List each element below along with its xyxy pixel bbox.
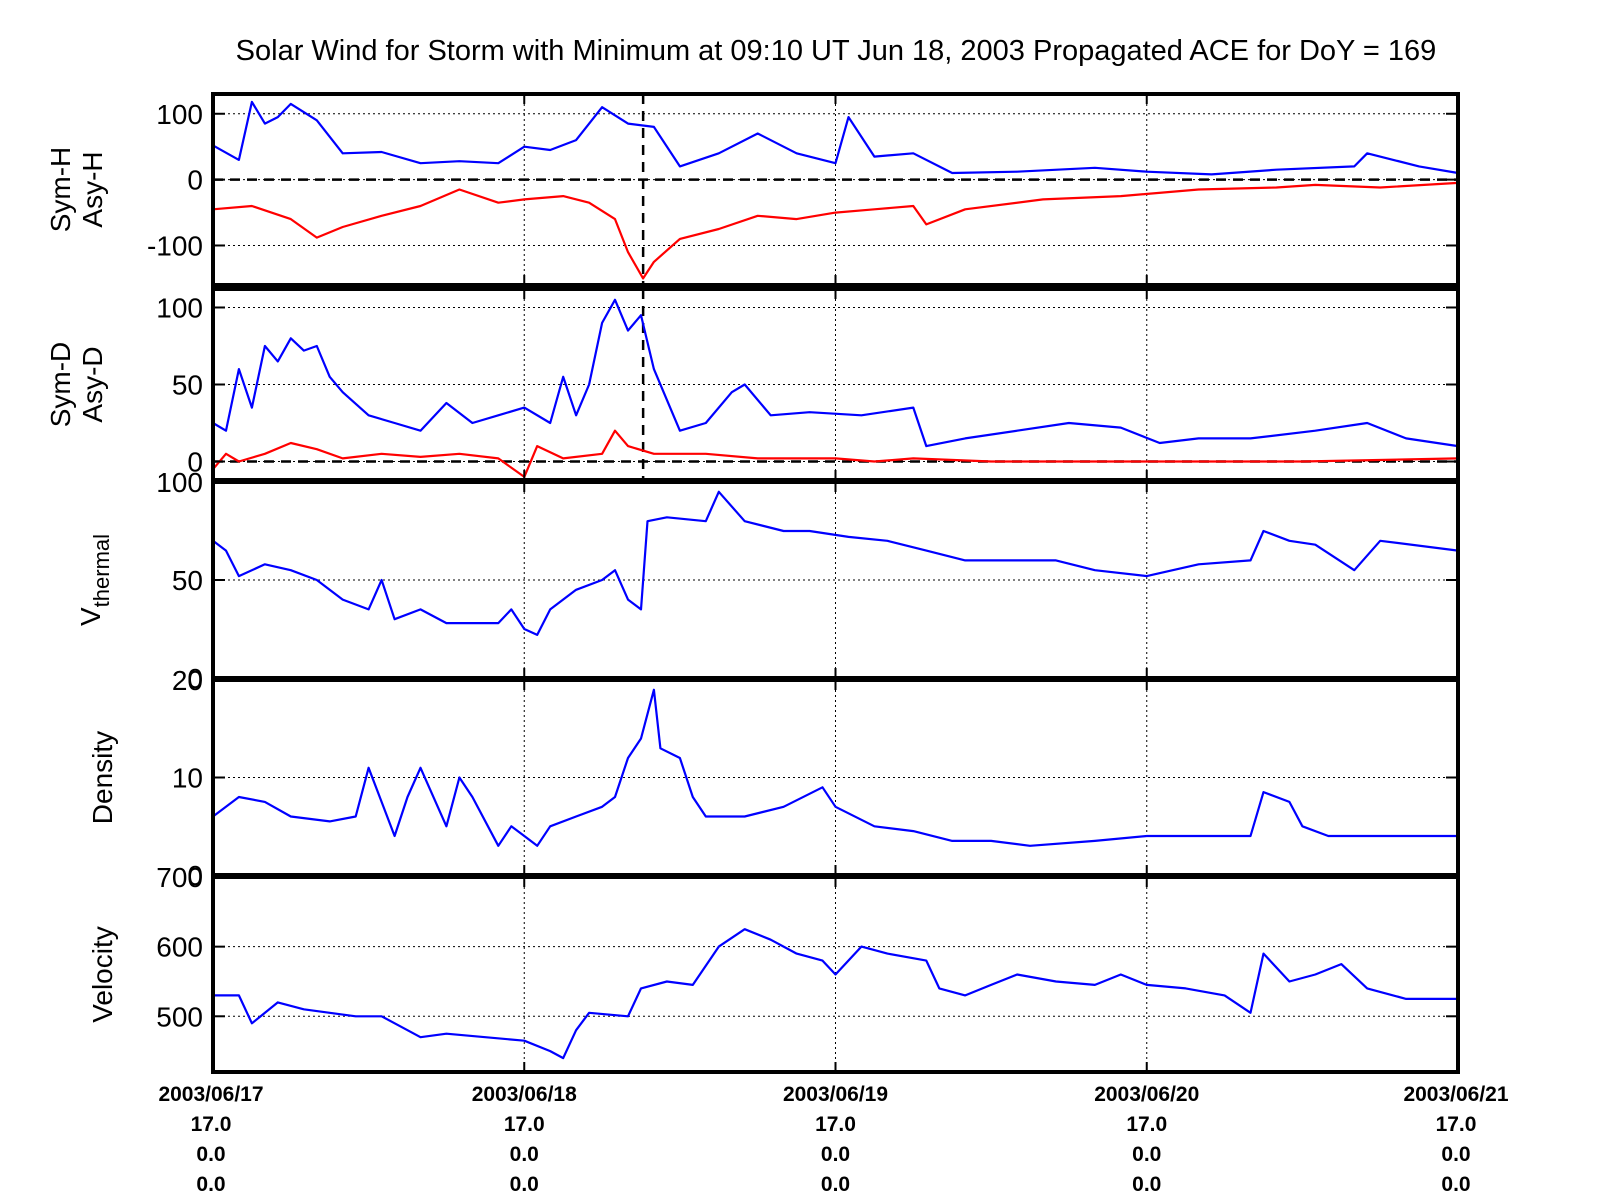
x-tick-label: 0.0	[1132, 1143, 1161, 1166]
y-tick-label: 20	[172, 665, 203, 696]
y-axis-label: Sym-HAsy-H	[45, 147, 108, 233]
panels: -1000100Sym-HAsy-H050100Sym-DAsy-D050100…	[45, 92, 1460, 1074]
panel-sym-h: -100 0 100 Sym-HAsy-H	[45, 92, 1460, 287]
y-tick-label: 100	[156, 467, 203, 498]
x-tick-label: 0.0	[196, 1143, 225, 1166]
y-axis-label: Sym-DAsy-D	[45, 342, 108, 428]
panel-v-thermal: 0 50 100 Vthermal	[75, 467, 1460, 694]
x-tick-label: 17.0	[191, 1113, 232, 1136]
y-axis-label-line: Sym-D	[45, 342, 76, 428]
y-axis-label-main: V	[75, 607, 106, 626]
y-axis-label-subscript: thermal	[89, 534, 114, 607]
x-tick-label: 17.0	[1126, 1113, 1167, 1136]
y-axis-label: Velocity	[87, 926, 118, 1023]
x-tick-label: 0.0	[1132, 1173, 1161, 1196]
y-tick-label: 100	[156, 292, 203, 323]
x-tick-label: 0.0	[821, 1143, 850, 1166]
blue-series-line	[213, 928, 1458, 1060]
blue-series-line	[212, 100, 1459, 176]
y-tick-label: 10	[172, 763, 203, 794]
y-tick-label: 0	[187, 860, 203, 891]
x-tick-label: 0.0	[1441, 1173, 1470, 1196]
x-tick-label: 2003/06/19	[783, 1083, 888, 1106]
y-tick-label: 50	[172, 565, 203, 596]
x-tick-label: 17.0	[815, 1113, 856, 1136]
x-axis: 2003/06/17 17.0 0.0 0.0 2003/06/18 17.0 0.0 0.0…	[158, 1083, 1508, 1196]
y-tick-label: 700	[156, 862, 203, 893]
red-series-line	[212, 181, 1459, 280]
blue-series-line	[212, 688, 1458, 847]
panel-velocity: 500 600 700 Velocity	[87, 862, 1460, 1074]
y-axis-label: Density	[87, 731, 118, 824]
y-axis-label-line: Asy-H	[77, 151, 108, 227]
x-tick-label: 0.0	[510, 1173, 539, 1196]
y-tick-label: 0	[187, 663, 203, 694]
y-tick-label: -100	[147, 230, 203, 261]
x-tick-label: 2003/06/17	[158, 1083, 263, 1106]
red-series-line	[212, 429, 1459, 478]
x-tick-label: 0.0	[196, 1173, 225, 1196]
x-tick-label: 2003/06/20	[1094, 1083, 1199, 1106]
y-tick-label: 600	[156, 932, 203, 963]
panel-sym-d: 0 50 100 Sym-DAsy-D	[45, 287, 1460, 482]
blue-series-line	[212, 490, 1459, 636]
y-axis-label: Vthermal	[75, 534, 114, 626]
blue-series-line	[212, 298, 1459, 448]
y-tick-label: 50	[172, 370, 203, 401]
y-axis-label-line: Asy-D	[77, 346, 108, 422]
x-tick-label: 17.0	[1436, 1113, 1477, 1136]
x-tick-label: 2003/06/18	[472, 1083, 577, 1106]
x-tick-label: 17.0	[504, 1113, 545, 1136]
x-tick-label: 2003/06/21	[1403, 1083, 1508, 1106]
y-axis-label-line: Sym-H	[45, 147, 76, 233]
y-tick-label: 500	[156, 1001, 203, 1032]
y-tick-label: 0	[187, 447, 203, 478]
y-tick-label: 100	[156, 99, 203, 130]
chart-title: Solar Wind for Storm with Minimum at 09:…	[236, 35, 1437, 67]
y-tick-label: 0	[187, 165, 203, 196]
panel-density: 0 10 20 Density	[87, 665, 1460, 891]
x-tick-label: 0.0	[510, 1143, 539, 1166]
x-tick-label: 0.0	[821, 1173, 850, 1196]
x-tick-label: 0.0	[1441, 1143, 1470, 1166]
